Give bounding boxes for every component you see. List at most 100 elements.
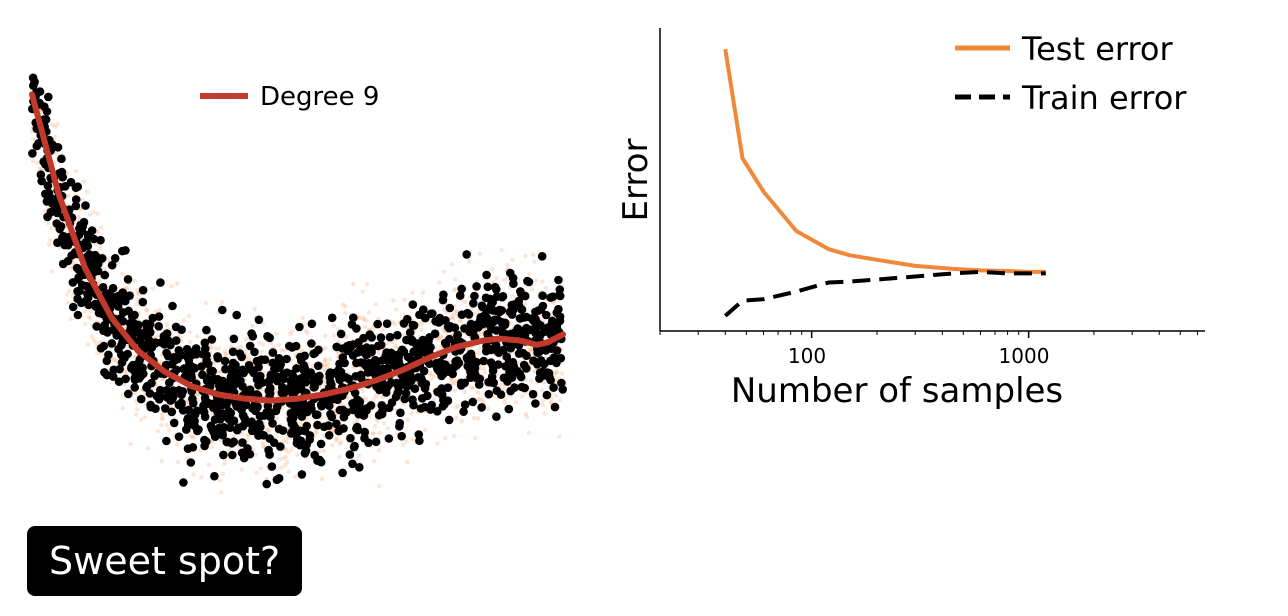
data-point xyxy=(63,256,73,266)
background-point xyxy=(84,189,90,195)
data-point xyxy=(37,176,46,186)
background-point xyxy=(286,469,292,474)
data-point xyxy=(220,356,230,366)
data-point xyxy=(555,285,565,294)
data-point xyxy=(119,308,128,317)
background-point xyxy=(261,443,266,448)
data-point xyxy=(290,408,300,418)
data-point xyxy=(68,278,78,287)
background-point xyxy=(354,419,360,424)
data-point xyxy=(107,260,117,270)
background-point xyxy=(454,309,459,314)
data-point xyxy=(208,366,217,376)
data-point xyxy=(156,385,165,395)
background-point xyxy=(273,388,279,394)
data-point xyxy=(50,204,60,214)
background-point xyxy=(452,381,458,386)
data-point xyxy=(100,270,110,280)
background-point xyxy=(246,433,251,438)
data-point xyxy=(209,399,218,409)
background-point xyxy=(373,394,378,400)
background-point xyxy=(450,314,455,319)
data-point xyxy=(179,478,188,487)
background-point xyxy=(505,276,510,282)
data-point xyxy=(438,402,448,411)
background-point xyxy=(502,400,507,405)
background-point xyxy=(557,398,563,403)
data-point xyxy=(92,322,101,331)
data-point xyxy=(402,335,411,345)
data-point xyxy=(28,149,37,158)
data-point xyxy=(307,339,316,348)
data-point xyxy=(151,338,160,347)
background-point xyxy=(325,361,330,366)
background-point xyxy=(313,429,318,434)
data-point xyxy=(339,412,349,422)
data-point xyxy=(117,350,126,360)
data-point xyxy=(415,436,424,446)
data-point xyxy=(378,365,387,374)
data-point xyxy=(554,304,563,314)
data-point xyxy=(531,399,540,408)
data-point xyxy=(239,453,249,463)
background-point xyxy=(68,317,73,322)
background-point xyxy=(260,342,266,347)
data-point xyxy=(546,375,555,385)
data-point xyxy=(540,359,549,369)
background-point xyxy=(457,318,462,324)
data-point xyxy=(439,395,448,405)
background-point xyxy=(455,403,461,409)
data-point xyxy=(482,270,491,280)
background-point xyxy=(437,280,442,285)
data-point xyxy=(468,328,478,338)
legend: Degree 9 xyxy=(200,82,379,112)
data-point xyxy=(307,319,317,329)
background-point xyxy=(80,197,85,202)
data-point xyxy=(403,371,412,380)
background-point xyxy=(195,392,201,397)
data-point xyxy=(319,422,329,432)
fit-curve-line xyxy=(29,91,566,404)
data-point xyxy=(394,387,403,396)
background-point xyxy=(385,341,390,346)
background-point xyxy=(451,316,456,322)
data-point xyxy=(229,416,239,426)
data-point xyxy=(325,372,335,382)
data-point xyxy=(57,167,67,177)
background-point xyxy=(266,428,271,433)
background-point xyxy=(373,302,378,307)
background-point xyxy=(527,271,532,276)
data-point xyxy=(235,349,245,358)
data-point xyxy=(39,157,48,166)
data-point xyxy=(552,346,562,355)
data-point xyxy=(384,434,394,443)
background-point xyxy=(120,271,125,277)
data-point xyxy=(311,410,321,420)
data-point xyxy=(309,349,318,359)
data-point xyxy=(414,430,424,439)
background-point xyxy=(341,302,346,307)
data-point xyxy=(509,362,519,372)
background-point xyxy=(393,343,398,349)
background-point xyxy=(392,322,397,327)
data-point xyxy=(200,435,209,445)
background-point xyxy=(132,390,137,396)
background-point xyxy=(249,357,254,362)
background-point xyxy=(364,318,369,323)
data-point xyxy=(218,430,227,440)
background-point xyxy=(70,293,76,298)
data-point xyxy=(557,378,566,388)
data-point xyxy=(73,182,82,191)
background-point xyxy=(330,443,335,448)
background-point xyxy=(451,288,457,293)
background-point xyxy=(523,411,529,417)
background-point xyxy=(209,411,215,417)
background-point xyxy=(405,417,410,422)
background-point xyxy=(89,334,95,339)
background-point xyxy=(95,229,101,234)
data-point xyxy=(98,283,108,292)
background-point xyxy=(184,397,189,403)
data-point xyxy=(138,285,148,295)
background-point xyxy=(360,388,366,394)
background-point xyxy=(528,347,533,353)
